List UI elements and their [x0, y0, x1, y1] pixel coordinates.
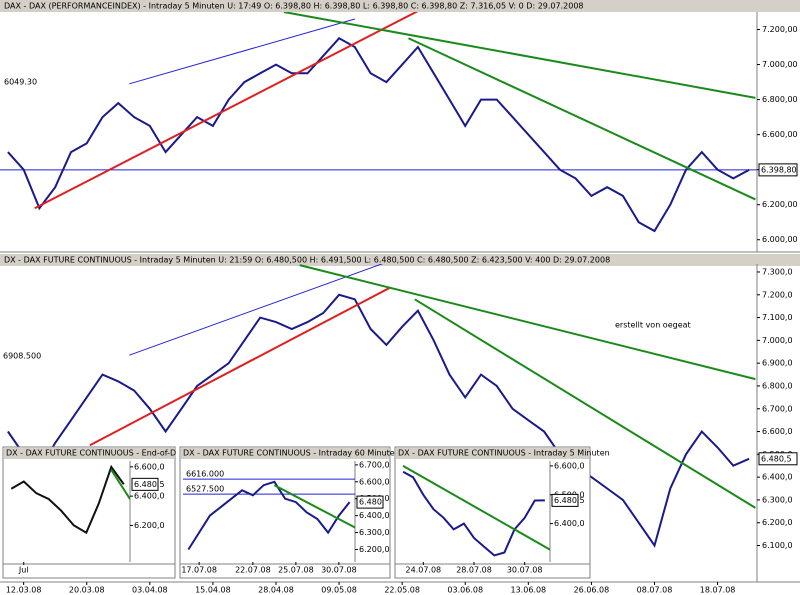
trend-line: [129, 18, 355, 85]
price-series: [402, 470, 545, 557]
y-tick-label: 6.200,0: [359, 545, 390, 554]
trend-line: [273, 484, 355, 529]
trend-line: [299, 264, 756, 381]
plot-area: [0, 12, 757, 233]
window-frame: [2, 446, 176, 579]
price-label: 6.480: [359, 498, 382, 507]
y-tick-label: 6.700,0: [359, 460, 390, 469]
plot-area: [10, 464, 130, 535]
plot-area: [183, 478, 355, 551]
x-tick-label: 18.07.08: [700, 586, 736, 595]
header-bar: [0, 0, 800, 12]
price-box: [758, 163, 798, 177]
x-tick-label: 13.06.08: [511, 586, 547, 595]
chart-header: DX - DAX FUTURE CONTINUOUS - Intraday 5 …: [398, 449, 610, 458]
price-box: [356, 495, 384, 509]
y-tick-label: 6.100,0: [762, 541, 793, 550]
x-tick-label: 20.03.08: [69, 586, 105, 595]
x-tick-label: 22.07.08: [235, 566, 271, 575]
window-title-bar: [4, 448, 174, 459]
window-title-bar: [181, 448, 389, 459]
price-label: 6.480,5: [554, 496, 585, 505]
price-series: [7, 293, 750, 548]
y-tick-label: 7.000,00: [762, 60, 798, 69]
x-tick-label: 03.04.08: [132, 586, 168, 595]
trend-line: [283, 12, 756, 99]
x-tick-label: 09.05.08: [321, 586, 357, 595]
trend-line: [34, 12, 419, 210]
trend-line: [110, 469, 130, 500]
y-tick-label: 6.200,00: [762, 200, 798, 209]
x-tick-label: 22.05.08: [384, 586, 420, 595]
chart-header: DX - DAX FUTURE CONTINUOUS - Intraday 60…: [183, 449, 400, 458]
y-tick-label: 6.200,0: [134, 521, 165, 530]
trend-line: [414, 298, 756, 509]
trend-line: [129, 264, 384, 356]
annotation: erstellt von oegeat: [615, 321, 691, 330]
x-tick-label: 24.07.08: [406, 566, 442, 575]
y-tick-label: 6.000,00: [762, 235, 798, 244]
y-tick-label: 6.300,0: [762, 495, 793, 504]
price-box: [131, 477, 159, 491]
price-box: [551, 493, 579, 507]
y-tick-label: 6.200,0: [762, 518, 793, 527]
y-tick-label: 6.600,00: [762, 130, 798, 139]
y-tick-label: 7.200,0: [762, 290, 793, 299]
y-tick-label: 6.700,0: [762, 404, 793, 413]
y-tick-label: 6.400,0: [554, 519, 585, 528]
level-label: 6527.500: [186, 485, 224, 494]
y-tick-label: 6.800,0: [762, 381, 793, 390]
y-tick-label: 7.200,00: [762, 25, 798, 34]
x-tick-label: 15.04.08: [195, 586, 231, 595]
x-tick-label: 30.07.08: [321, 566, 357, 575]
y-tick-label: 6.600,0: [359, 477, 390, 486]
y-tick-label: 6.300,0: [359, 528, 390, 537]
annotation: 6049.30: [4, 78, 37, 87]
x-tick-label: 08.07.08: [637, 586, 673, 595]
trend-line: [402, 465, 550, 551]
x-tick-label: 28.04.08: [258, 586, 294, 595]
y-tick-label: 6.600,0: [762, 427, 793, 436]
x-tick-label: 28.07.08: [456, 566, 492, 575]
price-label: 6.480,5: [134, 480, 165, 489]
y-tick-label: 6.400,0: [134, 492, 165, 501]
x-tick-label: 26.06.08: [574, 586, 610, 595]
y-tick-label: 6.800,00: [762, 95, 798, 104]
level-label: 6616.000: [186, 470, 224, 479]
window-frame: [394, 446, 591, 579]
price-series: [7, 37, 750, 233]
window-title-bar: [396, 448, 589, 459]
x-tick-label: 30.07.08: [507, 566, 543, 575]
y-tick-label: 6.900,0: [762, 359, 793, 368]
y-tick-label: 6.600,0: [554, 461, 585, 470]
chart-header: DX - DAX FUTURE CONTINUOUS - End-of-D: [6, 449, 176, 458]
plot-area: [402, 465, 550, 557]
y-tick-label: 6.400,0: [359, 511, 390, 520]
x-tick-label: 03.06.08: [447, 586, 483, 595]
header-bar: [0, 254, 800, 266]
price-series: [187, 480, 351, 551]
trend-line: [408, 37, 756, 201]
x-tick-label: Jul: [18, 566, 29, 575]
x-tick-label: 12.03.08: [6, 586, 42, 595]
x-tick-label: 25.07.08: [278, 566, 314, 575]
price-box: [758, 452, 798, 466]
plot-area: [7, 264, 756, 548]
y-tick-label: 7.000,0: [762, 336, 793, 345]
chart-header: DX - DAX FUTURE CONTINUOUS - Intraday 5 …: [4, 256, 610, 265]
y-tick-label: 7.300,0: [762, 267, 793, 276]
chart-header: DAX - DAX (PERFORMANCEINDEX) - Intraday …: [4, 2, 584, 11]
price-series: [10, 464, 125, 535]
y-tick-label: 7.100,0: [762, 313, 793, 322]
trend-line: [89, 287, 391, 447]
x-tick-label: 17.07.08: [181, 566, 217, 575]
y-tick-label: 6.400,0: [762, 473, 793, 482]
price-label: 6.480,5: [761, 454, 792, 463]
level-label: 6908.500: [3, 352, 41, 361]
price-label: 6.398,80: [761, 165, 797, 174]
y-tick-label: 6.600,0: [134, 462, 165, 471]
